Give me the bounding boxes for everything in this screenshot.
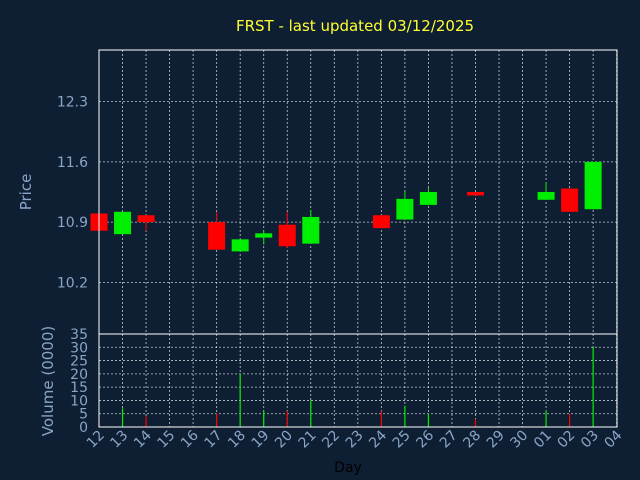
price-axis-ticks: 12.3 11.6 10.9 10.2 — [57, 95, 88, 292]
day-tick-label: 22 — [319, 428, 343, 452]
candle-body — [278, 224, 296, 247]
candle-body — [231, 239, 249, 252]
day-tick-label: 14 — [131, 427, 155, 451]
day-tick-label: 17 — [202, 428, 226, 452]
day-tick-label: 27 — [437, 428, 461, 452]
volume-tick-label: 15 — [70, 380, 88, 396]
day-tick-label: 26 — [413, 427, 437, 451]
volume-tick-label: 35 — [70, 327, 88, 343]
day-tick-label: 25 — [390, 428, 414, 452]
day-axis-ticks: 12 13 14 15 16 17 18 19 20 21 22 23 24 25 26 27 28 29 30 01… — [84, 427, 626, 451]
volume-tick-label: 10 — [70, 393, 88, 409]
day-tick-label: 04 — [602, 427, 626, 451]
day-tick-label: 29 — [484, 428, 508, 452]
candle-body — [372, 215, 390, 229]
price-axis-label: Price — [17, 174, 35, 211]
candle-body — [466, 192, 484, 196]
day-tick-label: 01 — [531, 428, 555, 452]
price-tick-label: 12.3 — [57, 95, 88, 111]
day-tick-label: 19 — [249, 428, 273, 452]
day-tick-label: 18 — [225, 428, 249, 452]
volume-axis-label: Volume (0000) — [39, 326, 57, 436]
x-axis-label: Day — [334, 460, 362, 476]
candle-body — [584, 161, 602, 210]
volume-tick-label: 30 — [70, 340, 88, 356]
day-tick-label: 03 — [578, 428, 602, 452]
day-tick-label: 15 — [154, 428, 178, 452]
candle-body — [396, 198, 414, 220]
day-tick-label: 16 — [178, 427, 202, 451]
day-tick-label: 28 — [460, 428, 484, 452]
candle-body — [419, 192, 437, 205]
price-tick-label: 10.9 — [57, 215, 88, 231]
day-tick-label: 24 — [366, 427, 390, 451]
volume-tick-label: 20 — [70, 367, 88, 383]
candles — [90, 161, 602, 252]
day-tick-label: 21 — [296, 428, 320, 452]
candle-body — [255, 233, 273, 238]
day-tick-label: 30 — [507, 428, 531, 452]
day-tick-label: 13 — [107, 428, 131, 452]
chart-title: FRST - last updated 03/12/2025 — [236, 17, 474, 35]
candle-body — [561, 188, 579, 212]
day-tick-label: 23 — [343, 428, 367, 452]
candle-body — [537, 192, 555, 200]
candle-body — [114, 211, 132, 235]
volume-tick-label: 25 — [70, 354, 88, 370]
price-tick-label: 11.6 — [57, 155, 88, 171]
candle-body — [208, 222, 226, 250]
price-tick-label: 10.2 — [57, 275, 88, 291]
day-tick-label: 20 — [272, 428, 296, 452]
volume-grid — [99, 333, 618, 428]
volume-panel-frame — [98, 333, 618, 428]
volume-tick-label: 5 — [79, 407, 88, 423]
day-tick-label: 02 — [555, 428, 579, 452]
volume-tick-label: 0 — [79, 420, 88, 436]
candle-body — [137, 215, 155, 223]
candle-body — [302, 216, 320, 244]
